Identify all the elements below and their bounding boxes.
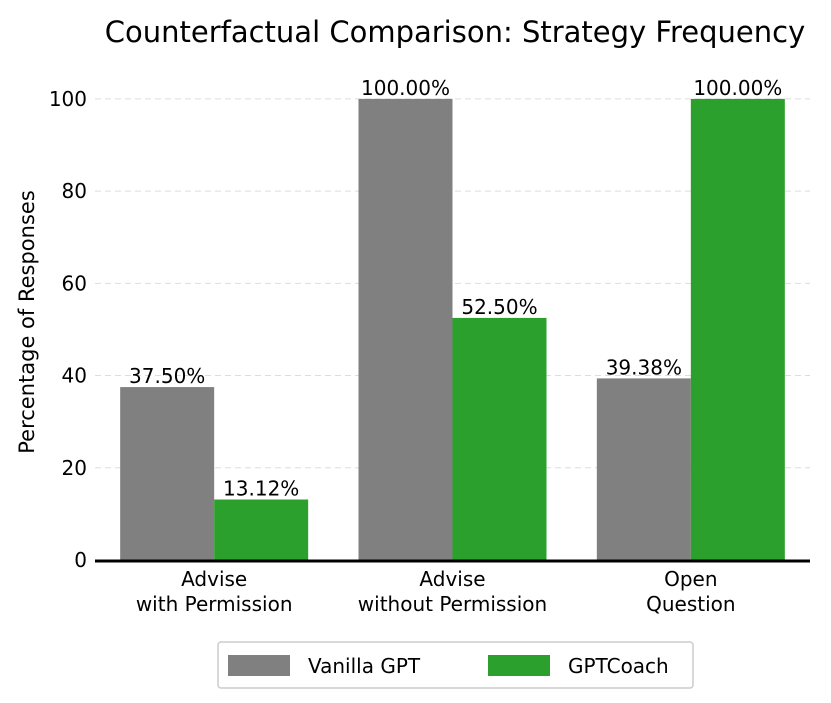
bar-value-label: 37.50% <box>129 364 205 388</box>
bar <box>214 499 309 560</box>
bar <box>452 317 547 560</box>
x-tick-label: with Permission <box>136 592 293 616</box>
y-axis-ticks: 0 20 40 60 80 100 <box>49 87 87 572</box>
y-tick-label: 0 <box>74 548 87 572</box>
bar-value-label: 39.38% <box>606 355 682 379</box>
legend-label: GPTCoach <box>568 654 669 678</box>
y-tick-label: 60 <box>62 271 87 295</box>
data-labels: 37.50% 13.12% 100.00% 52.50% 39.38% 100.00% <box>129 76 782 501</box>
chart-title: Counterfactual Comparison: Strategy Freq… <box>105 15 806 49</box>
y-tick-label: 100 <box>49 87 87 111</box>
bar-value-label: 100.00% <box>361 76 450 100</box>
legend: Vanilla GPT GPTCoach <box>217 641 694 689</box>
bar <box>120 387 215 560</box>
bar-value-label: 100.00% <box>693 76 782 100</box>
legend-swatch <box>228 655 290 676</box>
x-tick-label: Question <box>646 592 735 616</box>
legend-label: Vanilla GPT <box>308 654 421 678</box>
bar <box>596 378 691 560</box>
legend-swatch <box>488 655 550 676</box>
bar <box>690 98 785 560</box>
bar-value-label: 52.50% <box>461 295 537 319</box>
bar <box>358 98 453 560</box>
bars <box>120 98 785 560</box>
y-tick-label: 20 <box>62 456 87 480</box>
x-tick-label: Advise <box>419 567 485 591</box>
x-tick-label: Open <box>664 567 717 591</box>
x-tick-label: Advise <box>181 567 247 591</box>
y-tick-label: 40 <box>62 364 87 388</box>
legend-box <box>217 641 694 689</box>
y-axis-label: Percentage of Responses <box>15 190 39 454</box>
x-tick-label: without Permission <box>358 592 547 616</box>
bar-value-label: 13.12% <box>223 477 299 501</box>
y-tick-label: 80 <box>62 179 87 203</box>
